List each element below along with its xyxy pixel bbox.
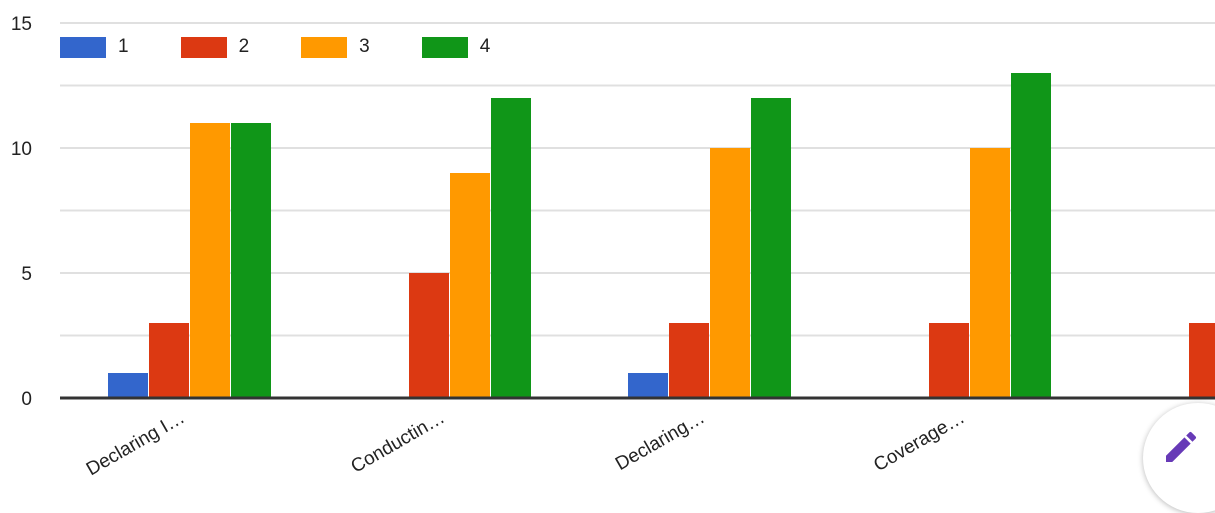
- bar-2-1: [409, 273, 449, 398]
- bars: [108, 73, 1215, 398]
- bar-1-0: [108, 373, 148, 398]
- x-tick-label: Conductin…: [347, 407, 448, 477]
- bar-3-0: [190, 123, 230, 398]
- legend-item-1: 1: [60, 36, 129, 58]
- legend-swatch: [301, 36, 348, 58]
- legend-label: 2: [238, 36, 250, 57]
- y-axis-ticks: 0 5 10 15: [11, 14, 32, 410]
- bar-3-1: [450, 173, 490, 398]
- bar-4-2: [751, 98, 791, 398]
- legend-item-2: 2: [180, 36, 250, 58]
- x-tick-label: Declaring I…: [83, 407, 189, 480]
- x-axis-ticks: Declaring I… Conductin… Declaring… Coverage…: [83, 407, 1215, 480]
- legend-swatch: [60, 36, 106, 58]
- y-tick-label: 0: [21, 389, 32, 410]
- bar-3-2: [710, 148, 750, 398]
- bar-2-4: [1189, 323, 1215, 398]
- legend-item-4: 4: [421, 36, 491, 58]
- y-tick-label: 5: [21, 264, 32, 285]
- bar-2-0: [149, 323, 189, 398]
- bar-2-2: [669, 323, 709, 398]
- legend: 1 2 3 4: [60, 36, 542, 58]
- pencil-icon: [1166, 431, 1197, 462]
- bar-4-1: [491, 98, 531, 398]
- bar-1-2: [628, 373, 668, 398]
- x-tick-label: Declaring…: [612, 407, 708, 475]
- bar-chart: 0 5 10 15 Declaring I… Conductin… Declaring… C…: [11, 14, 1215, 480]
- x-tick-label: Coverage…: [870, 407, 968, 476]
- y-tick-label: 15: [11, 14, 32, 35]
- legend-label: 3: [359, 36, 370, 57]
- legend-label: 1: [118, 36, 129, 57]
- bar-2-3: [929, 323, 969, 398]
- legend-label: 4: [479, 36, 491, 57]
- bar-4-3: [1011, 73, 1051, 398]
- bar-4-0: [231, 123, 271, 398]
- bar-3-3: [970, 148, 1010, 398]
- legend-item-3: 3: [301, 36, 370, 58]
- legend-swatch: [180, 36, 227, 58]
- y-tick-label: 10: [11, 139, 32, 160]
- legend-swatch: [421, 36, 468, 58]
